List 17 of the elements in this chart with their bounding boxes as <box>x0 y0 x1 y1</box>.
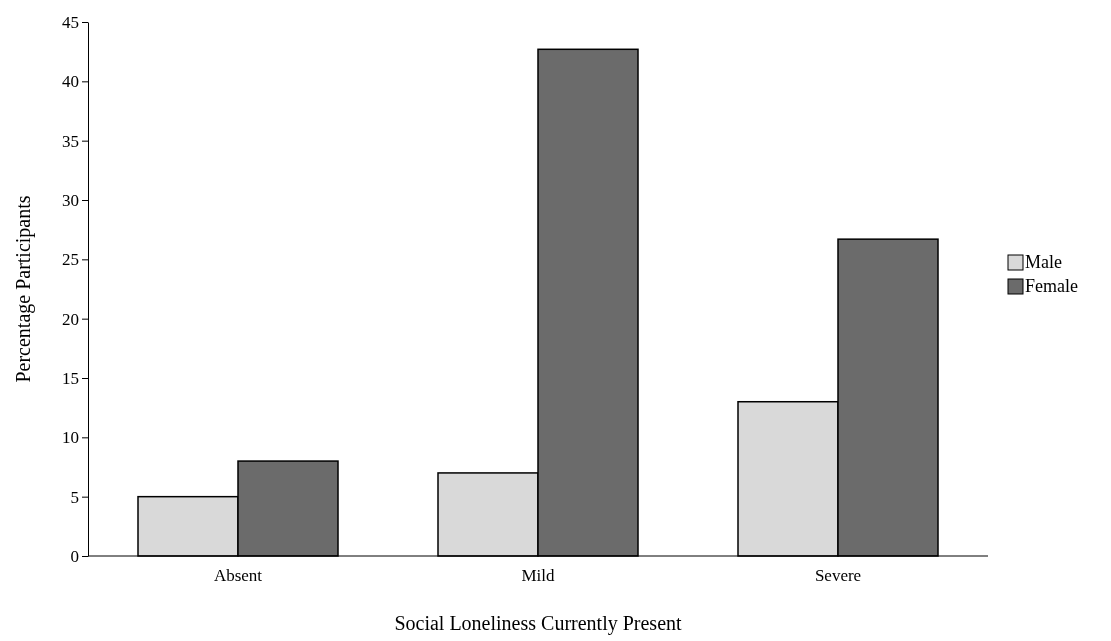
y-tick-label: 15 <box>62 368 79 388</box>
y-tick-label: 0 <box>70 546 79 566</box>
y-tick-label: 45 <box>62 12 79 32</box>
x-axis-title: Social Loneliness Currently Present <box>394 612 683 635</box>
y-tick-label: 40 <box>62 72 79 92</box>
x-tick-label: Severe <box>814 566 862 586</box>
legend-label: Female <box>1025 276 1078 296</box>
y-tick-label: 35 <box>62 131 79 151</box>
y-tick-label: 30 <box>62 190 79 210</box>
x-tick-label: Mild <box>521 566 556 586</box>
y-tick-label: 20 <box>62 309 79 329</box>
legend-label: Male <box>1025 252 1062 272</box>
x-tick-label: Absent <box>213 566 263 586</box>
y-tick-label: 10 <box>62 428 79 448</box>
y-axis-title: Percentage Participants <box>12 195 35 383</box>
y-tick-label: 5 <box>70 487 79 507</box>
y-tick-label: 25 <box>62 250 79 270</box>
